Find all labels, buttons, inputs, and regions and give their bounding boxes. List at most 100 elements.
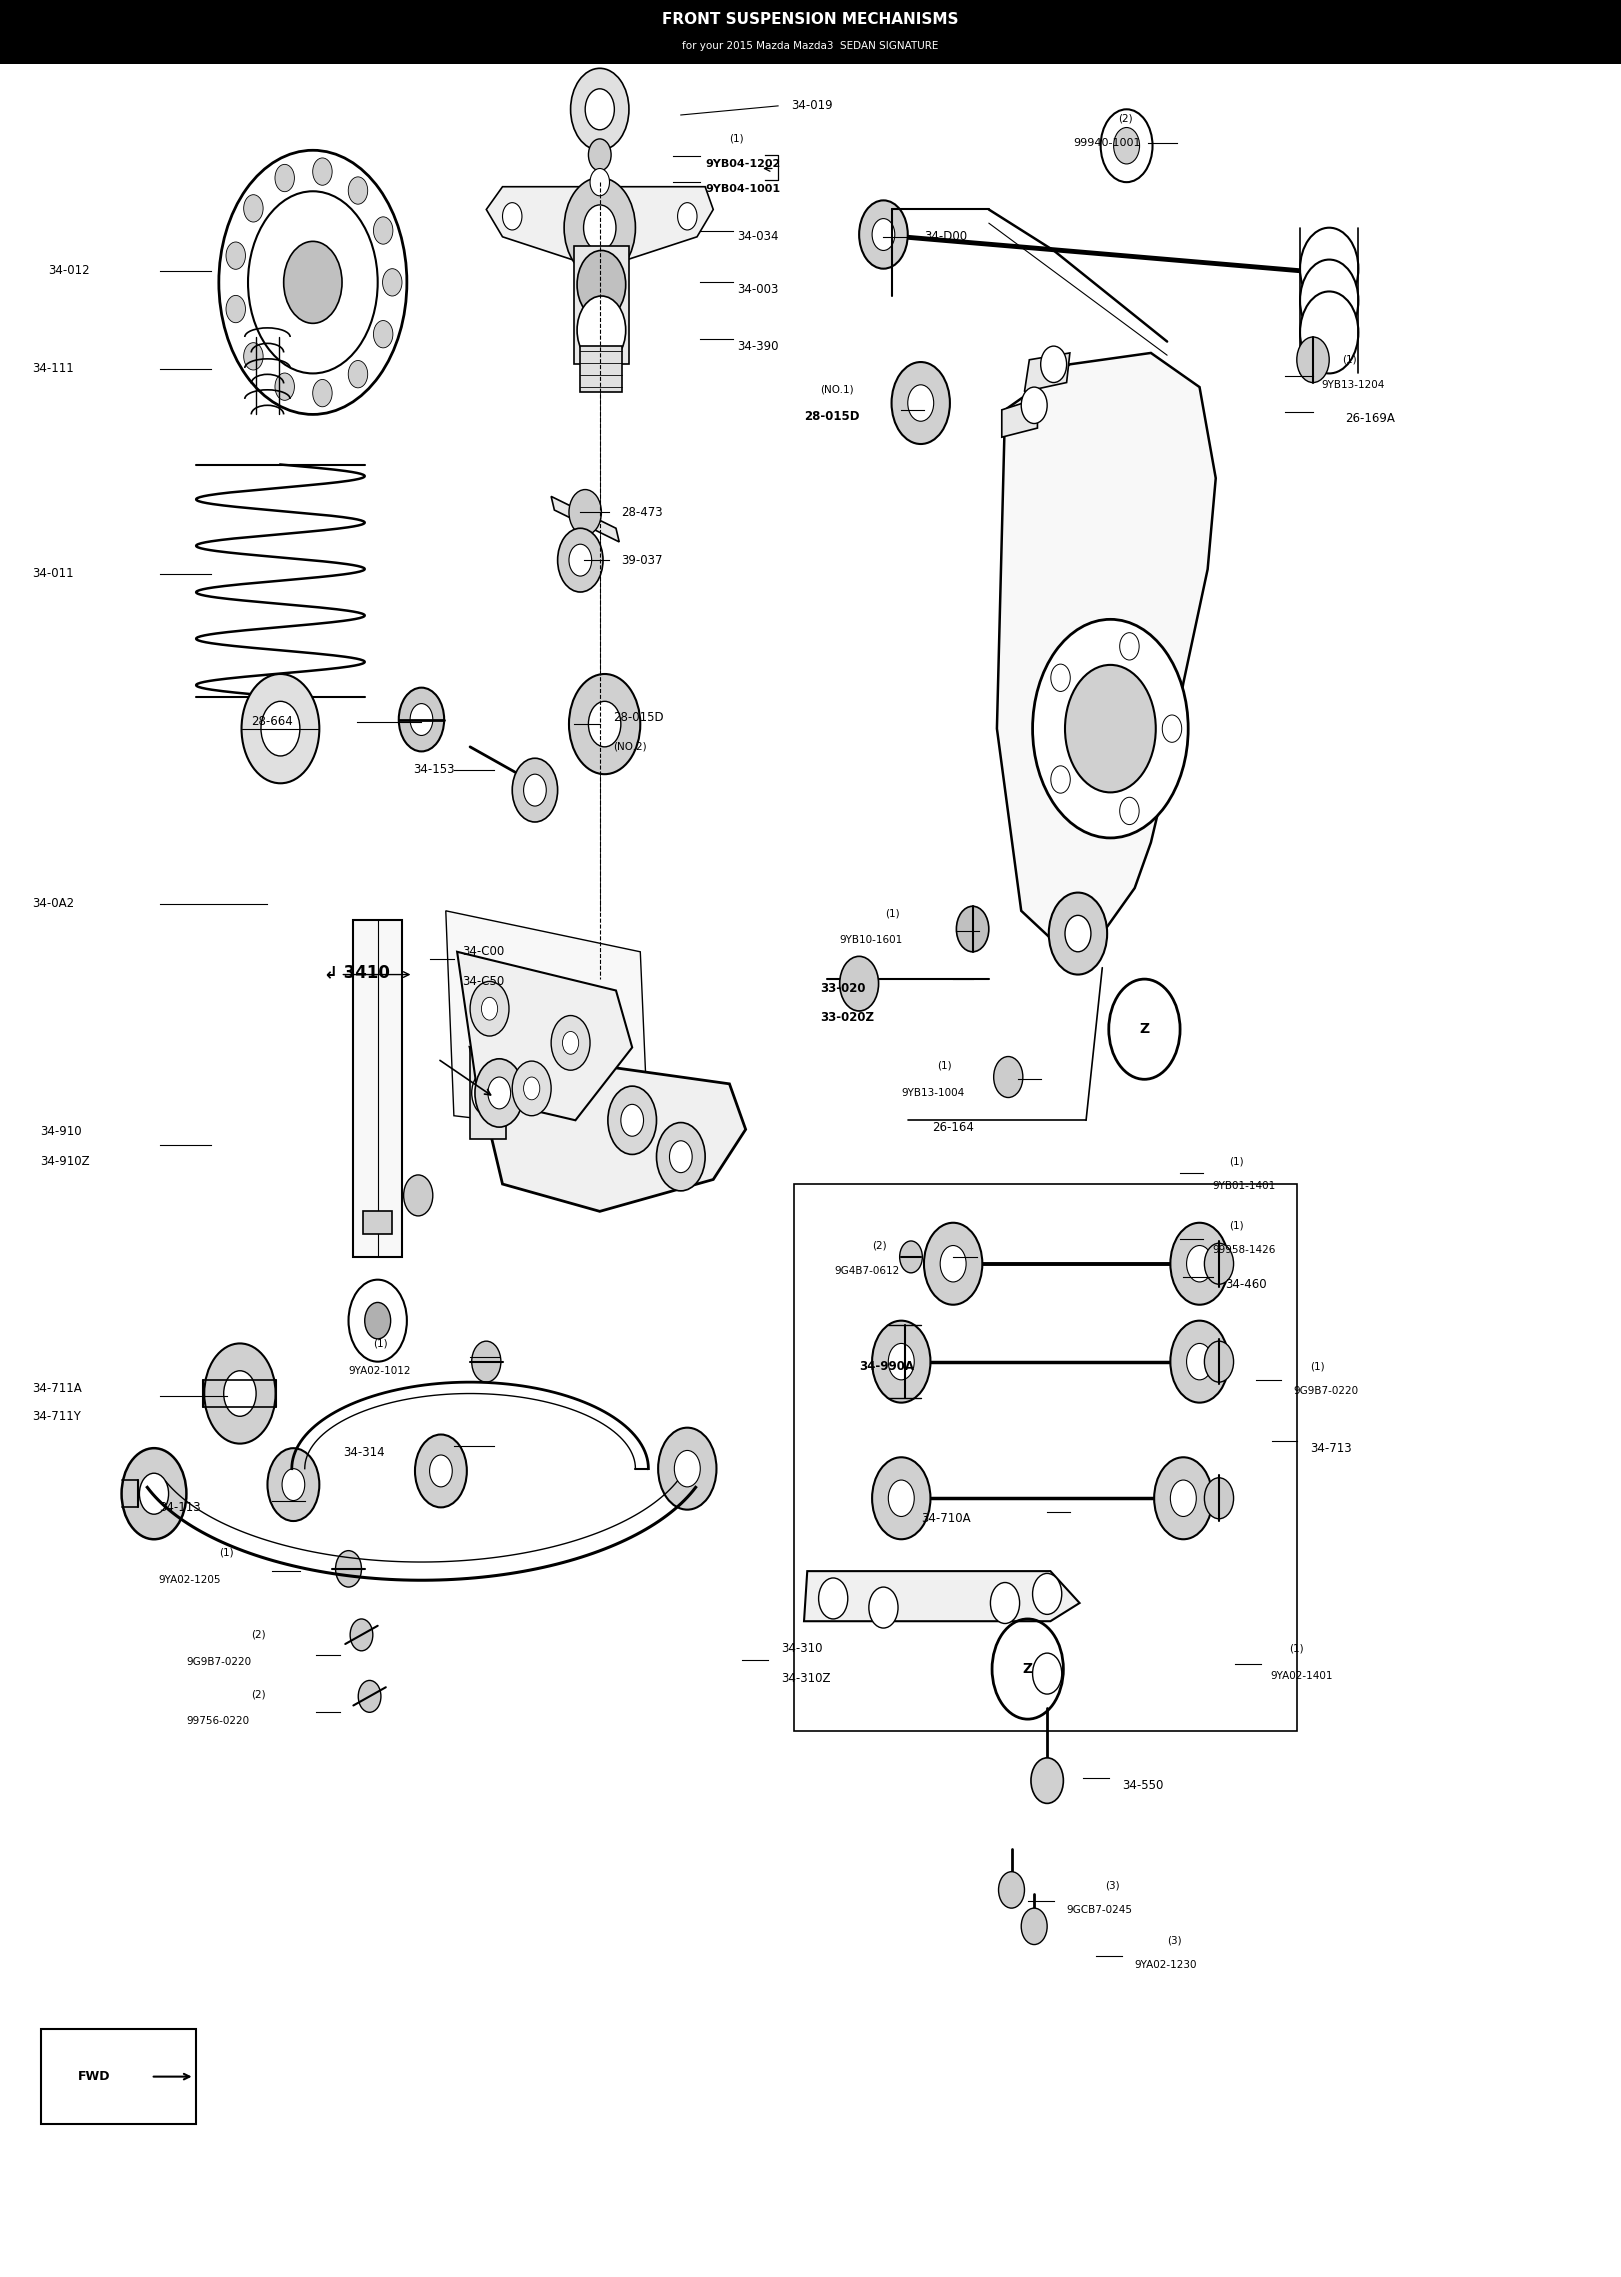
Circle shape — [1065, 915, 1091, 952]
Text: 9YB04-1202: 9YB04-1202 — [705, 159, 780, 168]
Polygon shape — [446, 911, 648, 1138]
Text: 34-113: 34-113 — [159, 1501, 201, 1514]
Text: (3): (3) — [1106, 1881, 1120, 1890]
Text: 9YA02-1401: 9YA02-1401 — [1271, 1671, 1334, 1680]
Circle shape — [276, 373, 295, 401]
Circle shape — [1120, 797, 1140, 824]
Polygon shape — [457, 952, 632, 1120]
Circle shape — [888, 1343, 914, 1380]
Text: 34-011: 34-011 — [32, 567, 75, 581]
Circle shape — [940, 1246, 966, 1282]
Text: 9G9B7-0220: 9G9B7-0220 — [1294, 1387, 1358, 1396]
Text: 34-460: 34-460 — [1225, 1277, 1268, 1291]
Text: 34-550: 34-550 — [1122, 1778, 1164, 1792]
Text: 34-012: 34-012 — [49, 264, 91, 278]
Circle shape — [1050, 665, 1070, 692]
Polygon shape — [1024, 353, 1070, 392]
Text: FWD: FWD — [78, 2070, 110, 2083]
Circle shape — [569, 544, 592, 576]
Polygon shape — [997, 353, 1216, 956]
Circle shape — [1101, 109, 1153, 182]
Text: 26-169A: 26-169A — [1345, 412, 1396, 426]
Text: 33-020: 33-020 — [820, 981, 866, 995]
Circle shape — [1065, 665, 1156, 792]
Circle shape — [588, 701, 621, 747]
Text: 34-034: 34-034 — [738, 230, 780, 244]
Circle shape — [577, 250, 626, 319]
Circle shape — [1187, 1343, 1213, 1380]
Polygon shape — [363, 1211, 392, 1234]
Circle shape — [1300, 228, 1358, 310]
Circle shape — [658, 1428, 716, 1510]
Circle shape — [558, 528, 603, 592]
Text: 99958-1426: 99958-1426 — [1213, 1246, 1276, 1255]
Text: 34-910: 34-910 — [41, 1125, 83, 1138]
Text: 34-003: 34-003 — [738, 282, 780, 296]
Circle shape — [524, 774, 546, 806]
Text: 34-711A: 34-711A — [32, 1382, 83, 1396]
Text: 9YB13-1204: 9YB13-1204 — [1321, 380, 1384, 389]
Circle shape — [564, 178, 635, 278]
Text: (1): (1) — [1310, 1362, 1324, 1371]
Circle shape — [924, 1223, 982, 1305]
Circle shape — [503, 203, 522, 230]
Circle shape — [590, 168, 609, 196]
Text: 9YB10-1601: 9YB10-1601 — [840, 936, 903, 945]
Text: 9YB13-1004: 9YB13-1004 — [901, 1088, 964, 1098]
Circle shape — [472, 1070, 504, 1116]
Text: 34-390: 34-390 — [738, 339, 780, 353]
Circle shape — [1300, 291, 1358, 373]
Polygon shape — [470, 1047, 746, 1211]
Circle shape — [243, 196, 263, 223]
Circle shape — [481, 997, 498, 1020]
Circle shape — [225, 296, 245, 323]
Circle shape — [1204, 1341, 1234, 1382]
Circle shape — [571, 68, 629, 150]
Circle shape — [956, 906, 989, 952]
Text: 34-153: 34-153 — [413, 763, 456, 776]
Text: FRONT SUSPENSION MECHANISMS: FRONT SUSPENSION MECHANISMS — [663, 11, 958, 27]
Circle shape — [1120, 633, 1140, 660]
Circle shape — [415, 1435, 467, 1507]
Circle shape — [908, 385, 934, 421]
Circle shape — [267, 1448, 319, 1521]
Text: (1): (1) — [729, 134, 744, 143]
Circle shape — [588, 139, 611, 171]
Text: for your 2015 Mazda Mazda3  SEDAN SIGNATURE: for your 2015 Mazda Mazda3 SEDAN SIGNATU… — [682, 41, 939, 50]
Circle shape — [900, 1241, 922, 1273]
Circle shape — [990, 1583, 1020, 1624]
Circle shape — [1204, 1478, 1234, 1519]
Circle shape — [336, 1551, 361, 1587]
Circle shape — [512, 1061, 551, 1116]
Circle shape — [225, 241, 245, 269]
Text: 28-473: 28-473 — [621, 505, 663, 519]
Text: 9G9B7-0220: 9G9B7-0220 — [186, 1658, 251, 1667]
Circle shape — [892, 362, 950, 444]
Circle shape — [365, 1302, 391, 1339]
Text: (1): (1) — [373, 1339, 387, 1348]
Circle shape — [577, 296, 626, 364]
Circle shape — [678, 203, 697, 230]
Circle shape — [219, 150, 407, 414]
Circle shape — [276, 164, 295, 191]
Text: (1): (1) — [937, 1061, 952, 1070]
Circle shape — [1300, 260, 1358, 342]
Circle shape — [819, 1578, 848, 1619]
Circle shape — [872, 1321, 930, 1403]
Circle shape — [869, 1587, 898, 1628]
Circle shape — [994, 1057, 1023, 1098]
Text: 9YB04-1001: 9YB04-1001 — [705, 184, 780, 194]
Text: (1): (1) — [219, 1548, 233, 1557]
Circle shape — [585, 89, 614, 130]
Text: 9YA02-1230: 9YA02-1230 — [1135, 1960, 1198, 1970]
Circle shape — [349, 360, 368, 387]
Circle shape — [1170, 1480, 1196, 1516]
Circle shape — [358, 1680, 381, 1712]
Circle shape — [657, 1123, 705, 1191]
Text: 34-019: 34-019 — [791, 100, 833, 112]
Circle shape — [430, 1455, 452, 1487]
Circle shape — [888, 1480, 914, 1516]
Circle shape — [248, 191, 378, 373]
Circle shape — [840, 956, 879, 1011]
Text: 34-310: 34-310 — [781, 1642, 823, 1655]
